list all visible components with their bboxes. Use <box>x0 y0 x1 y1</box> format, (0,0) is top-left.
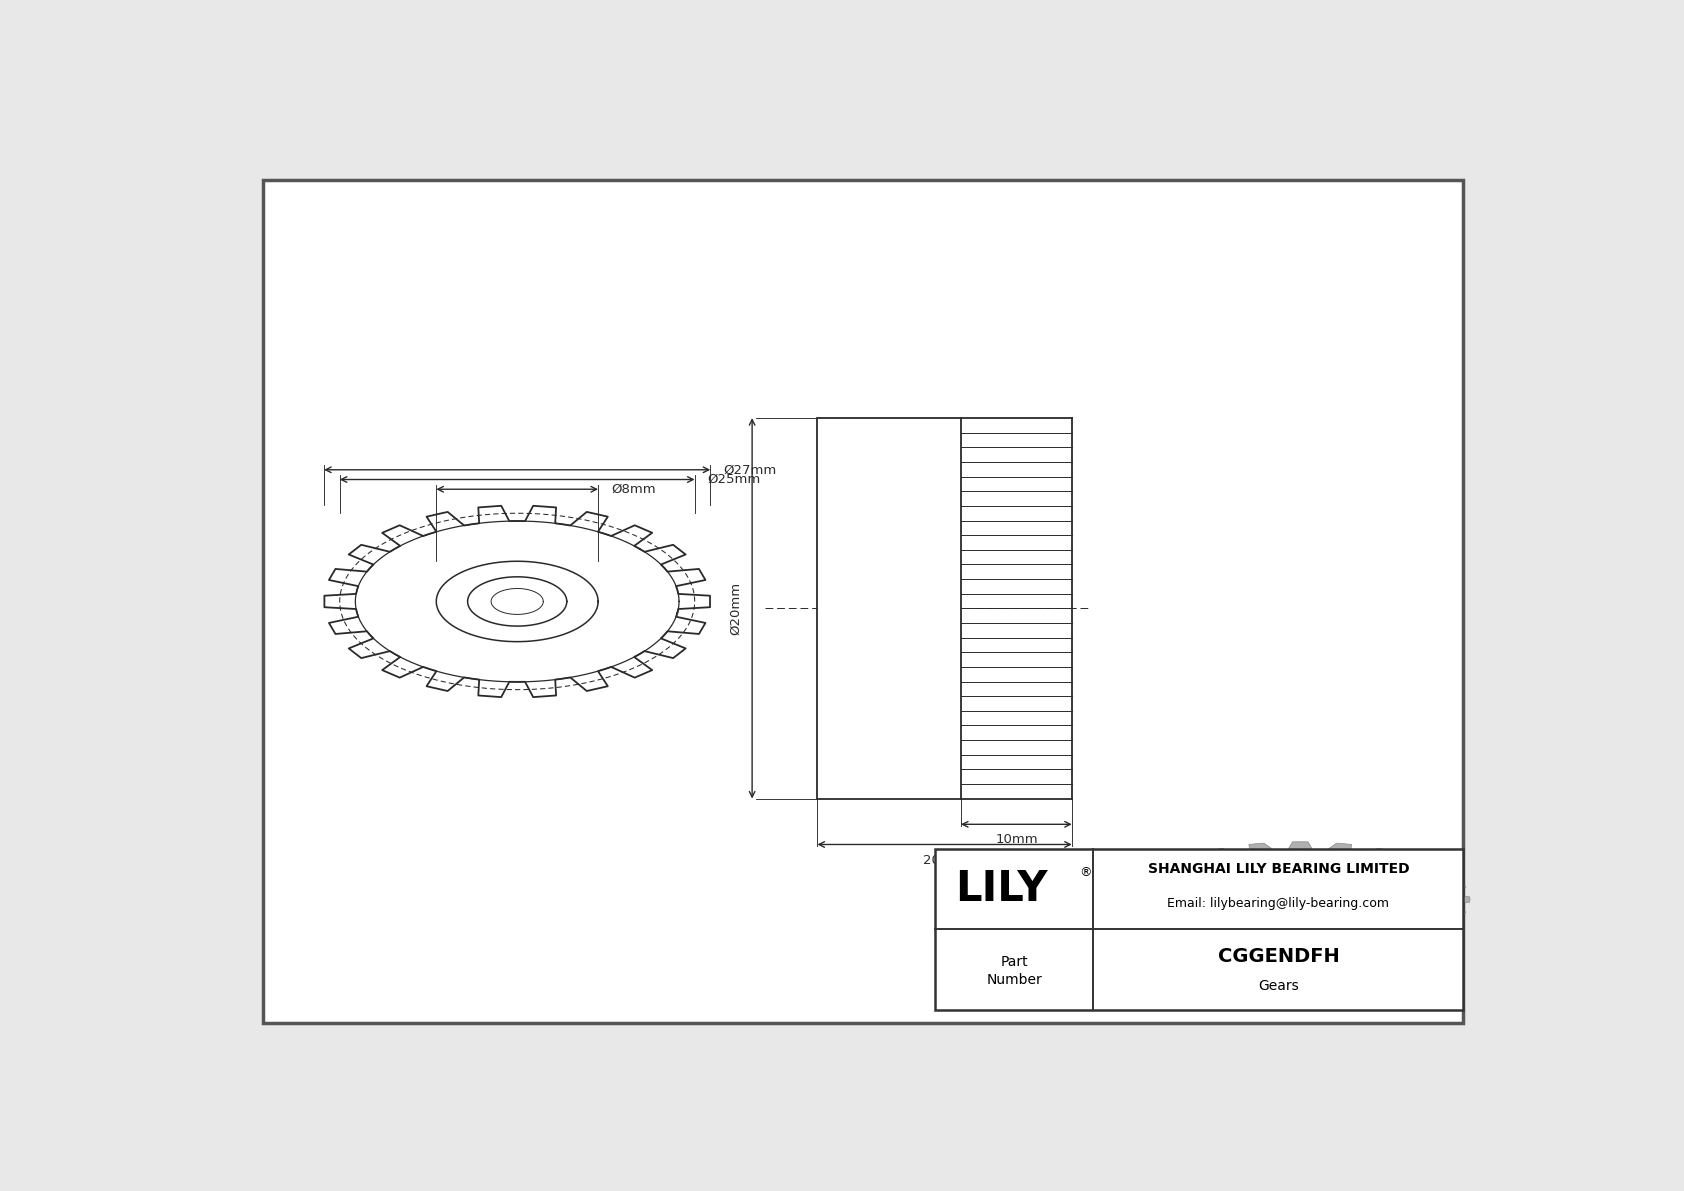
Polygon shape <box>1393 856 1426 868</box>
Polygon shape <box>1209 848 1239 860</box>
Polygon shape <box>1361 848 1391 860</box>
Polygon shape <box>1150 919 1184 930</box>
Bar <box>817 418 962 799</box>
Ellipse shape <box>1221 873 1379 927</box>
Polygon shape <box>1443 896 1470 904</box>
Text: Part: Part <box>1000 955 1027 969</box>
Text: 20mm: 20mm <box>923 854 967 867</box>
Text: ®: ® <box>1079 866 1093 879</box>
Polygon shape <box>1250 946 1276 956</box>
Polygon shape <box>1175 930 1209 942</box>
Polygon shape <box>1135 908 1165 917</box>
Polygon shape <box>1130 896 1157 904</box>
Polygon shape <box>1135 883 1165 891</box>
Polygon shape <box>1393 930 1426 942</box>
Ellipse shape <box>1157 850 1443 948</box>
Text: LILY: LILY <box>955 868 1047 910</box>
Text: Email: lilybearing@lily-bearing.com: Email: lilybearing@lily-bearing.com <box>1167 897 1389 910</box>
Text: Ø25mm: Ø25mm <box>707 473 761 486</box>
Polygon shape <box>1435 883 1467 891</box>
Polygon shape <box>1361 940 1391 950</box>
Ellipse shape <box>1260 886 1340 913</box>
Text: Ø27mm: Ø27mm <box>724 463 776 476</box>
Ellipse shape <box>1157 897 1443 993</box>
Polygon shape <box>1325 843 1352 854</box>
Text: Ø8mm: Ø8mm <box>611 482 655 495</box>
Polygon shape <box>1287 948 1314 958</box>
Text: Number: Number <box>987 973 1042 987</box>
Text: Ø20mm: Ø20mm <box>729 581 741 635</box>
Polygon shape <box>1287 842 1314 852</box>
Polygon shape <box>1157 899 1443 993</box>
Polygon shape <box>1418 868 1452 879</box>
Polygon shape <box>1435 908 1467 917</box>
Polygon shape <box>1418 919 1452 930</box>
Ellipse shape <box>1287 894 1314 904</box>
Polygon shape <box>1209 940 1239 950</box>
Polygon shape <box>1260 899 1340 944</box>
Text: 10mm: 10mm <box>995 834 1037 847</box>
Polygon shape <box>1250 843 1276 854</box>
Bar <box>935 849 1463 1010</box>
Polygon shape <box>1175 856 1209 868</box>
Text: CGGENDFH: CGGENDFH <box>1218 947 1339 966</box>
Text: SHANGHAI LILY BEARING LIMITED: SHANGHAI LILY BEARING LIMITED <box>1147 862 1410 877</box>
Polygon shape <box>1150 868 1184 879</box>
Polygon shape <box>1325 946 1352 956</box>
Text: Gears: Gears <box>1258 979 1298 993</box>
